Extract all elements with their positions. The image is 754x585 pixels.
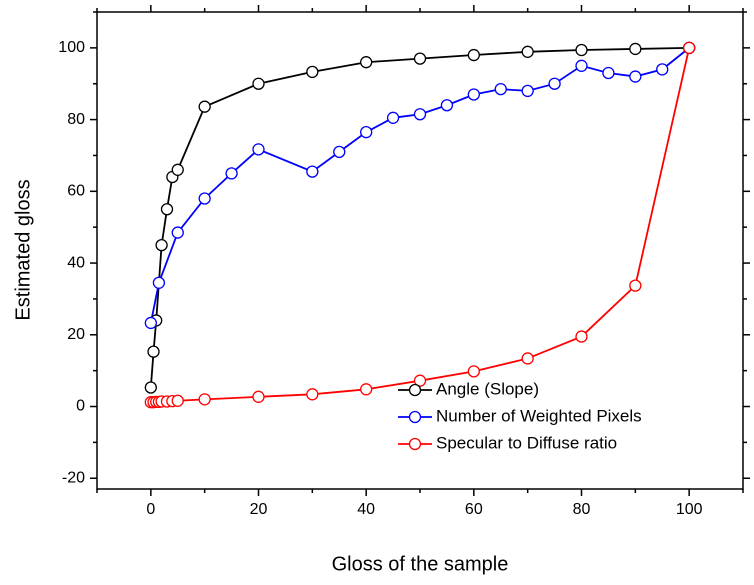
data-point	[171, 394, 184, 407]
data-point	[521, 84, 534, 98]
data-point	[171, 163, 184, 176]
y-tick-label: 60	[67, 183, 85, 200]
data-point	[360, 56, 373, 69]
data-point	[467, 365, 480, 378]
legend-label: Angle (Slope)	[436, 379, 539, 398]
y-tick-label: 40	[67, 254, 85, 271]
data-point	[306, 65, 319, 79]
data-point	[629, 42, 642, 56]
x-tick-label: 20	[250, 501, 268, 518]
data-point	[225, 167, 238, 180]
data-point	[575, 59, 588, 72]
data-point	[252, 143, 265, 156]
data-point	[198, 393, 211, 406]
y-tick-label: -20	[62, 469, 85, 486]
data-point	[656, 63, 669, 76]
data-point	[440, 99, 454, 112]
data-point	[147, 345, 160, 358]
y-tick-label: 20	[67, 326, 85, 343]
data-point	[155, 238, 168, 252]
data-point	[198, 192, 211, 205]
data-point	[575, 43, 588, 57]
data-point	[171, 226, 184, 239]
series-line	[150, 47, 691, 404]
series-line	[149, 46, 690, 388]
data-point	[413, 374, 427, 387]
legend-marker	[408, 383, 422, 397]
data-point	[494, 82, 507, 96]
x-tick-label: 60	[465, 501, 483, 518]
legend-marker	[408, 410, 422, 424]
y-tick-label: 0	[76, 398, 85, 415]
legend-marker	[408, 437, 422, 451]
series-line	[149, 47, 690, 324]
legend-label: Number of Weighted Pixels	[436, 406, 642, 425]
data-point	[413, 108, 427, 121]
data-point	[521, 45, 534, 58]
data-point	[467, 88, 480, 101]
data-point	[683, 41, 696, 55]
data-point	[144, 381, 157, 394]
data-point	[306, 165, 319, 178]
data-point	[152, 276, 166, 289]
data-point	[333, 145, 346, 159]
data-point	[548, 77, 561, 90]
data-point	[252, 77, 265, 90]
legend: Angle (Slope) Number of Weighted Pixels Sp…	[398, 379, 642, 452]
legend-label: Specular to Diffuse ratio	[436, 433, 617, 452]
x-axis-title: Gloss of the sample	[332, 553, 509, 575]
x-tick-label: 100	[676, 501, 703, 518]
data-point	[467, 48, 480, 62]
y-axis-title: Estimated gloss	[12, 179, 34, 320]
data-point	[144, 316, 157, 330]
data-point	[629, 70, 642, 83]
data-point	[521, 352, 534, 365]
data-point	[629, 279, 642, 292]
x-tick-label: 80	[573, 501, 591, 518]
data-point	[602, 66, 615, 80]
x-tick-label: 0	[146, 501, 155, 518]
data-point	[386, 111, 400, 124]
data-point	[198, 100, 211, 113]
x-tick-label: 40	[357, 501, 375, 518]
data-point	[160, 203, 174, 216]
data-point	[306, 388, 319, 401]
y-tick-label: 80	[67, 111, 85, 128]
data-point	[360, 383, 373, 396]
data-point	[413, 52, 427, 65]
data-point	[360, 125, 373, 139]
data-point	[252, 390, 265, 403]
data-point	[575, 330, 588, 343]
y-tick-label: 100	[58, 39, 85, 56]
